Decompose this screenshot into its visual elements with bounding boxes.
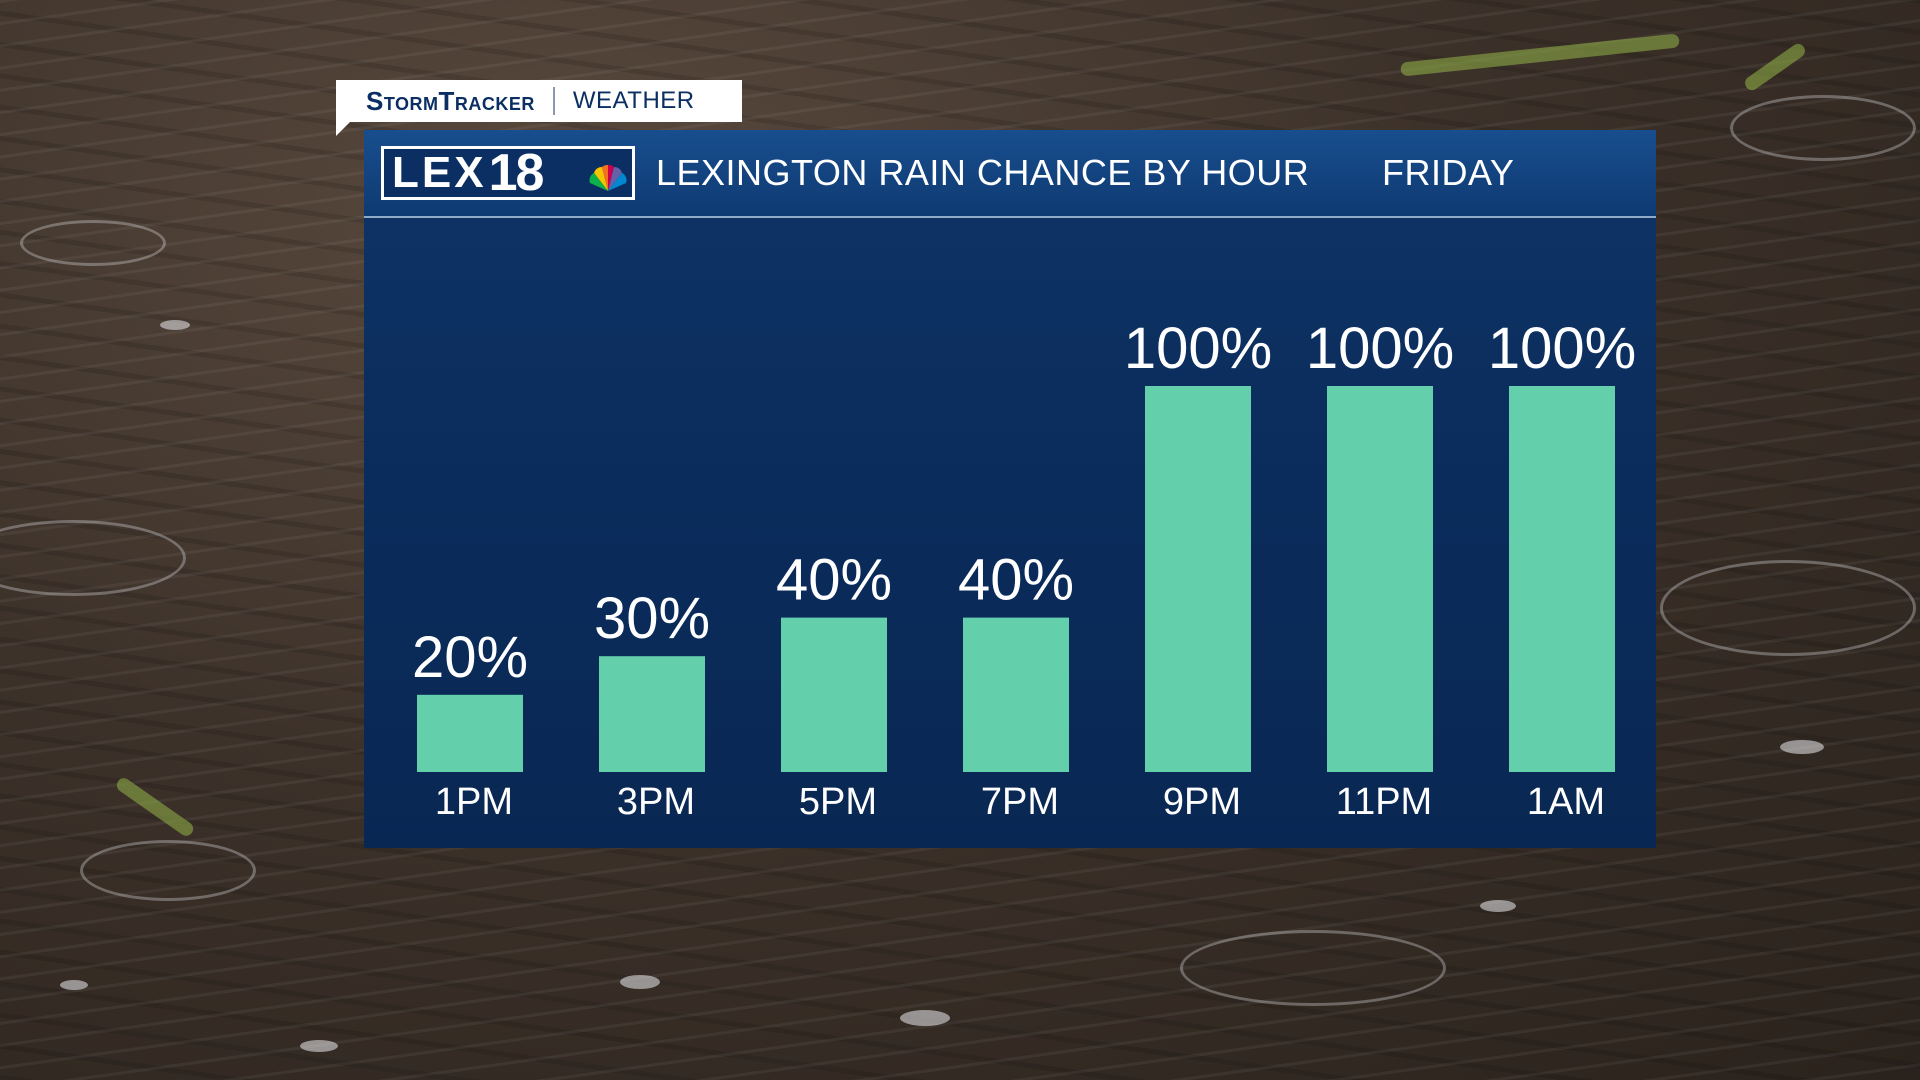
bar-1am [1509, 386, 1615, 772]
leaf-decoration [114, 775, 196, 839]
bar-5pm [781, 617, 887, 772]
bar-7pm [963, 617, 1069, 772]
chart-header: LEX 18 LEXINGTON RAIN CHANCE BY HOUR FRI… [364, 130, 1656, 218]
value-label-9pm: 100% [1124, 316, 1272, 381]
bar-11pm [1327, 386, 1433, 772]
raindrop-decoration [900, 1010, 950, 1026]
station-logo: LEX 18 [381, 146, 635, 200]
bar-chart: 20% 1PM 30% 3PM 40% 5PM 40% 7PM 100% 9PM 100% 11PM 1… [412, 316, 1636, 823]
raindrop-decoration [60, 980, 88, 990]
category-label-1pm: 1PM [435, 781, 513, 823]
ripple-decoration [0, 520, 186, 596]
category-label-1am: 1AM [1527, 781, 1605, 823]
ripple-decoration [1730, 95, 1916, 161]
bar-1pm [417, 694, 523, 772]
raindrop-decoration [620, 975, 660, 989]
bar-9pm [1145, 386, 1251, 772]
category-label-7pm: 7PM [981, 781, 1059, 823]
logo-letters: LEX [392, 148, 487, 197]
ripple-decoration [1660, 560, 1916, 656]
value-label-7pm: 40% [958, 548, 1074, 613]
chart-subtitle: FRIDAY [1382, 152, 1515, 193]
raindrop-decoration [1780, 740, 1824, 754]
chart-title: LEXINGTON RAIN CHANCE BY HOUR [656, 152, 1310, 193]
category-label-5pm: 5PM [799, 781, 877, 823]
raindrop-decoration [160, 320, 190, 330]
brand-section: WEATHER [572, 87, 695, 114]
ripple-decoration [80, 840, 256, 901]
bars-layer: 20% 1PM 30% 3PM 40% 5PM 40% 7PM 100% 9PM 100% 11PM 1… [412, 316, 1636, 823]
value-label-1am: 100% [1488, 316, 1636, 381]
brand-tab: StormTracker WEATHER [336, 80, 742, 136]
category-label-3pm: 3PM [617, 781, 695, 823]
raindrop-decoration [300, 1040, 338, 1052]
value-label-1pm: 20% [412, 625, 528, 690]
brand-divider [552, 87, 555, 115]
leaf-decoration [1742, 41, 1808, 93]
bar-3pm [599, 656, 705, 772]
ripple-decoration [20, 220, 166, 266]
logo-number: 18 [488, 146, 545, 200]
ripple-decoration [1180, 930, 1446, 1006]
raindrop-decoration [1480, 900, 1516, 912]
brand-name: StormTracker [366, 85, 535, 116]
chart-panel: LEX 18 LEXINGTON RAIN CHANCE BY HOUR FRI… [364, 130, 1656, 848]
value-label-3pm: 30% [594, 586, 710, 651]
value-label-5pm: 40% [776, 548, 892, 613]
leaf-decoration [1400, 33, 1680, 77]
category-label-11pm: 11PM [1336, 781, 1432, 823]
peacock-icon [589, 164, 627, 191]
category-label-9pm: 9PM [1163, 781, 1241, 823]
value-label-11pm: 100% [1306, 316, 1454, 381]
